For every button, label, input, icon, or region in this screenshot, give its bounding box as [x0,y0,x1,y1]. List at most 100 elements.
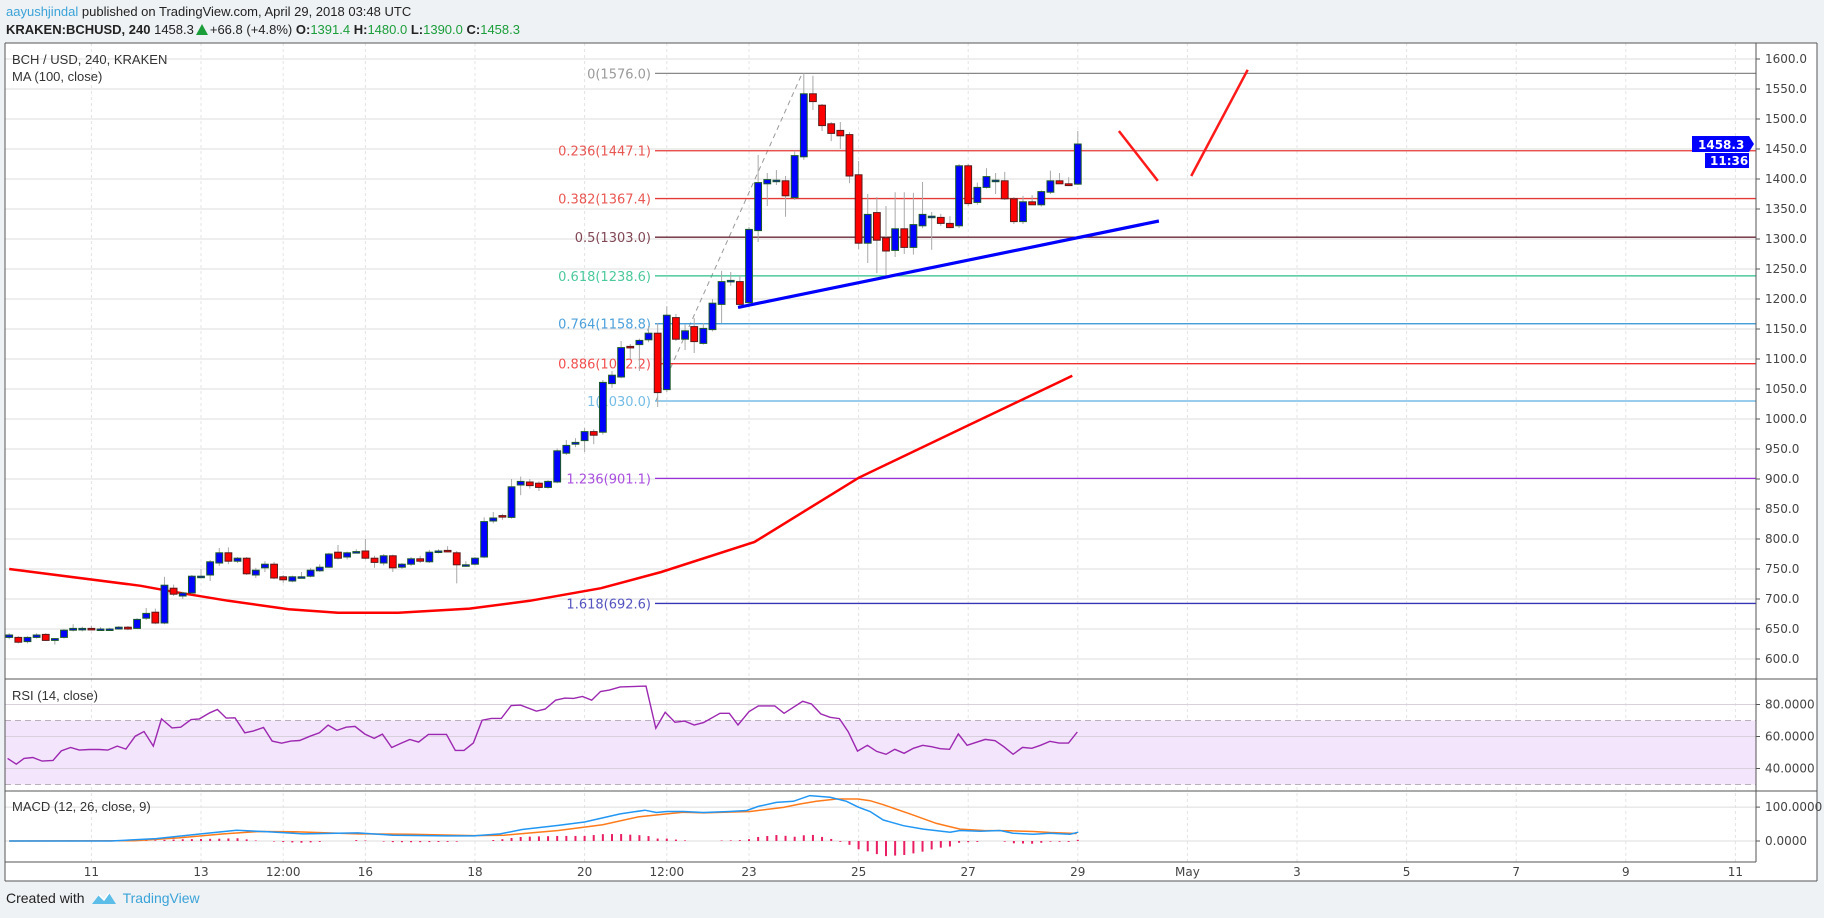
candle[interactable] [197,569,205,579]
candle[interactable] [754,155,763,242]
price-tick-label[interactable]: 1350.0 [1765,202,1807,216]
candle[interactable] [32,633,41,639]
candle[interactable] [270,561,278,580]
candle[interactable] [261,561,269,572]
ma-legend[interactable]: MA (100, close) [12,69,103,84]
candle[interactable] [233,557,242,563]
fib-retracement[interactable]: 0(1576.0) 0.236(1447.1) 0.382(1367.4) 0.5(1… [558,67,1756,612]
candle[interactable] [1028,195,1037,206]
ma100-line[interactable] [9,374,1073,615]
candle[interactable] [288,575,297,583]
candle[interactable] [315,564,324,572]
price-tick-label[interactable]: 1300.0 [1765,232,1807,246]
candle[interactable] [50,638,59,645]
tradingview-link[interactable]: TradingView [122,890,200,906]
candle[interactable] [23,636,32,644]
candle[interactable] [480,517,489,559]
price-tick-label[interactable]: 800.0 [1765,532,1799,546]
candle[interactable] [982,168,991,189]
candle[interactable] [854,161,863,250]
candle[interactable] [251,567,260,578]
candle[interactable] [87,626,96,631]
candle[interactable] [580,428,589,452]
candle[interactable] [370,555,379,568]
candle[interactable] [772,170,781,185]
candle[interactable] [297,572,306,579]
candle[interactable] [133,618,141,629]
candle[interactable] [745,227,753,308]
candle[interactable] [215,548,224,566]
candle[interactable] [535,481,543,491]
candle[interactable] [160,576,169,625]
price-tick-label[interactable]: 1000.0 [1765,412,1807,426]
candle[interactable] [96,627,105,631]
candle[interactable] [306,567,315,578]
candle[interactable] [809,75,817,110]
projection-line[interactable] [1190,69,1249,177]
candle[interactable] [105,627,114,631]
candle[interactable] [425,549,434,563]
projection-line[interactable] [1117,130,1159,182]
price-tick-label[interactable]: 1600.0 [1765,52,1807,66]
candle[interactable] [553,448,562,484]
candle[interactable] [78,626,87,632]
candle[interactable] [699,323,708,345]
candle[interactable] [690,318,699,353]
candle[interactable] [388,554,397,572]
candle[interactable] [434,549,443,554]
price-tick-label[interactable]: 1500.0 [1765,112,1807,126]
candle[interactable] [681,324,689,350]
candle[interactable] [352,549,361,554]
candle[interactable] [799,73,808,160]
candle[interactable] [151,608,160,625]
candle[interactable] [498,513,507,520]
candle[interactable] [644,326,653,343]
candle[interactable] [407,557,415,566]
candle[interactable] [635,338,644,371]
candle[interactable] [991,173,1000,194]
candle[interactable] [571,438,580,448]
candle[interactable] [361,539,370,560]
price-tick-label[interactable]: 1550.0 [1765,82,1807,96]
candle[interactable] [343,551,352,560]
candle[interactable] [206,560,215,581]
candle[interactable] [507,479,516,519]
candle[interactable] [617,341,626,379]
price-tick-label[interactable]: 600.0 [1765,652,1799,666]
candle[interactable] [608,371,616,388]
candle[interactable] [60,629,68,639]
candle[interactable] [845,132,854,184]
price-tick-label[interactable]: 750.0 [1765,562,1799,576]
candle[interactable] [726,272,735,286]
price-tick-label[interactable]: 850.0 [1765,502,1799,516]
candle[interactable] [1037,190,1046,207]
candle[interactable] [1019,195,1027,224]
candle[interactable] [781,176,790,217]
candle[interactable] [334,545,342,560]
macd-line[interactable] [9,794,1079,842]
candle[interactable] [471,557,479,566]
candle[interactable] [900,192,909,254]
candle[interactable] [169,584,178,596]
candle[interactable] [909,192,918,255]
candle[interactable] [955,164,963,229]
candle[interactable] [872,197,881,274]
price-tick-label[interactable]: 1250.0 [1765,262,1807,276]
price-tick-label[interactable]: 1050.0 [1765,382,1807,396]
candle[interactable] [818,104,826,131]
candle[interactable] [964,164,973,206]
candle[interactable] [379,554,388,566]
candle[interactable] [279,575,288,583]
candle[interactable] [443,546,452,553]
candle[interactable] [946,216,954,229]
candle[interactable] [882,206,890,277]
candle[interactable] [1000,171,1009,200]
candle[interactable] [863,194,872,263]
candle[interactable] [735,275,744,308]
candle[interactable] [41,633,50,641]
candle[interactable] [416,555,425,563]
candle[interactable] [598,380,607,435]
candle[interactable] [452,551,461,584]
macd-legend[interactable]: MACD (12, 26, close, 9) [12,799,151,814]
candle[interactable] [763,173,772,206]
